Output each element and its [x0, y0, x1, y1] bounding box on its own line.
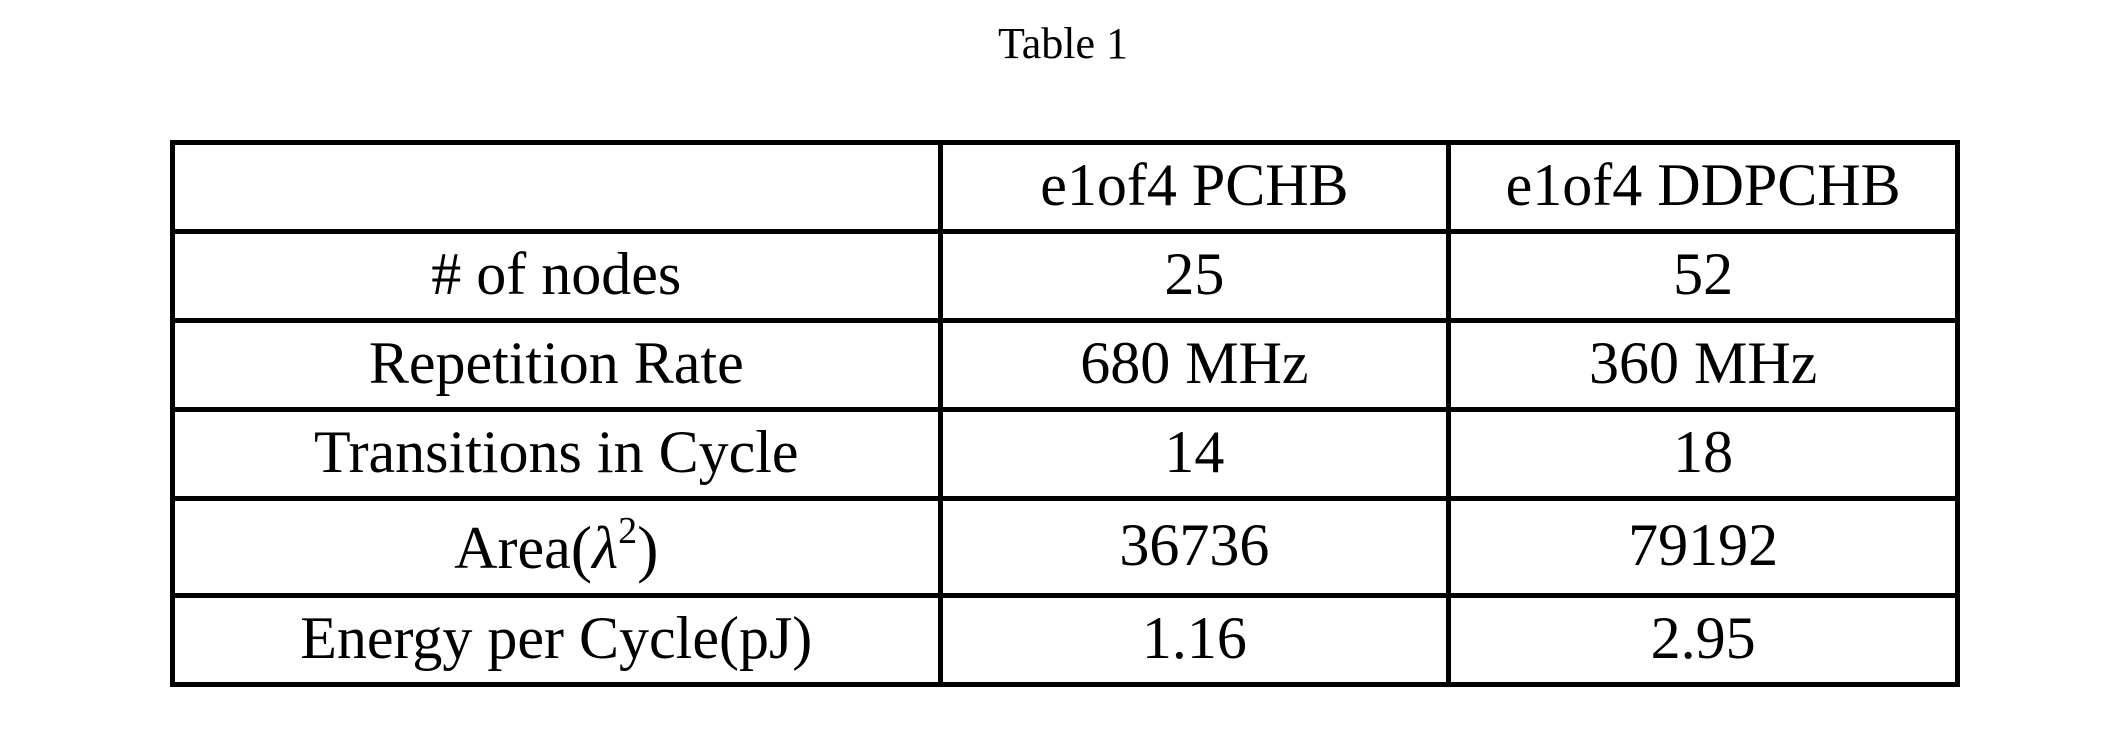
lambda-symbol: λ	[592, 515, 618, 581]
row-label-nodes: # of nodes	[173, 232, 941, 321]
paren-open-icon: (	[571, 517, 592, 581]
cell-energy-ddpchb: 2.95	[1449, 596, 1958, 685]
cell-energy-pchb: 1.16	[940, 596, 1449, 685]
table-row: Energy per Cycle(pJ) 1.16 2.95	[173, 596, 1958, 685]
paren-close-icon: )	[637, 517, 658, 581]
page: Table 1 e1of4 PCHB e1of4 DDPCHB # of nod…	[0, 0, 2126, 748]
comparison-table: e1of4 PCHB e1of4 DDPCHB # of nodes 25 52…	[170, 140, 1960, 687]
col-header-pchb: e1of4 PCHB	[940, 143, 1449, 232]
table-caption: Table 1	[0, 18, 2126, 69]
table-container: e1of4 PCHB e1of4 DDPCHB # of nodes 25 52…	[170, 140, 1960, 687]
col-header-empty	[173, 143, 941, 232]
cell-transitions-pchb: 14	[940, 410, 1449, 499]
row-label-area: Area(λ2)	[173, 499, 941, 596]
cell-nodes-pchb: 25	[940, 232, 1449, 321]
row-label-reprate: Repetition Rate	[173, 321, 941, 410]
table-header-row: e1of4 PCHB e1of4 DDPCHB	[173, 143, 1958, 232]
row-label-transitions: Transitions in Cycle	[173, 410, 941, 499]
cell-area-ddpchb: 79192	[1449, 499, 1958, 596]
table-row: # of nodes 25 52	[173, 232, 1958, 321]
table-row: Transitions in Cycle 14 18	[173, 410, 1958, 499]
exponent-2: 2	[618, 510, 637, 552]
table-row: Repetition Rate 680 MHz 360 MHz	[173, 321, 1958, 410]
row-label-energy: Energy per Cycle(pJ)	[173, 596, 941, 685]
cell-reprate-pchb: 680 MHz	[940, 321, 1449, 410]
cell-transitions-ddpchb: 18	[1449, 410, 1958, 499]
cell-reprate-ddpchb: 360 MHz	[1449, 321, 1958, 410]
cell-nodes-ddpchb: 52	[1449, 232, 1958, 321]
col-header-ddpchb: e1of4 DDPCHB	[1449, 143, 1958, 232]
table-row: Area(λ2) 36736 79192	[173, 499, 1958, 596]
cell-area-pchb: 36736	[940, 499, 1449, 596]
area-prefix: Area	[454, 515, 571, 581]
